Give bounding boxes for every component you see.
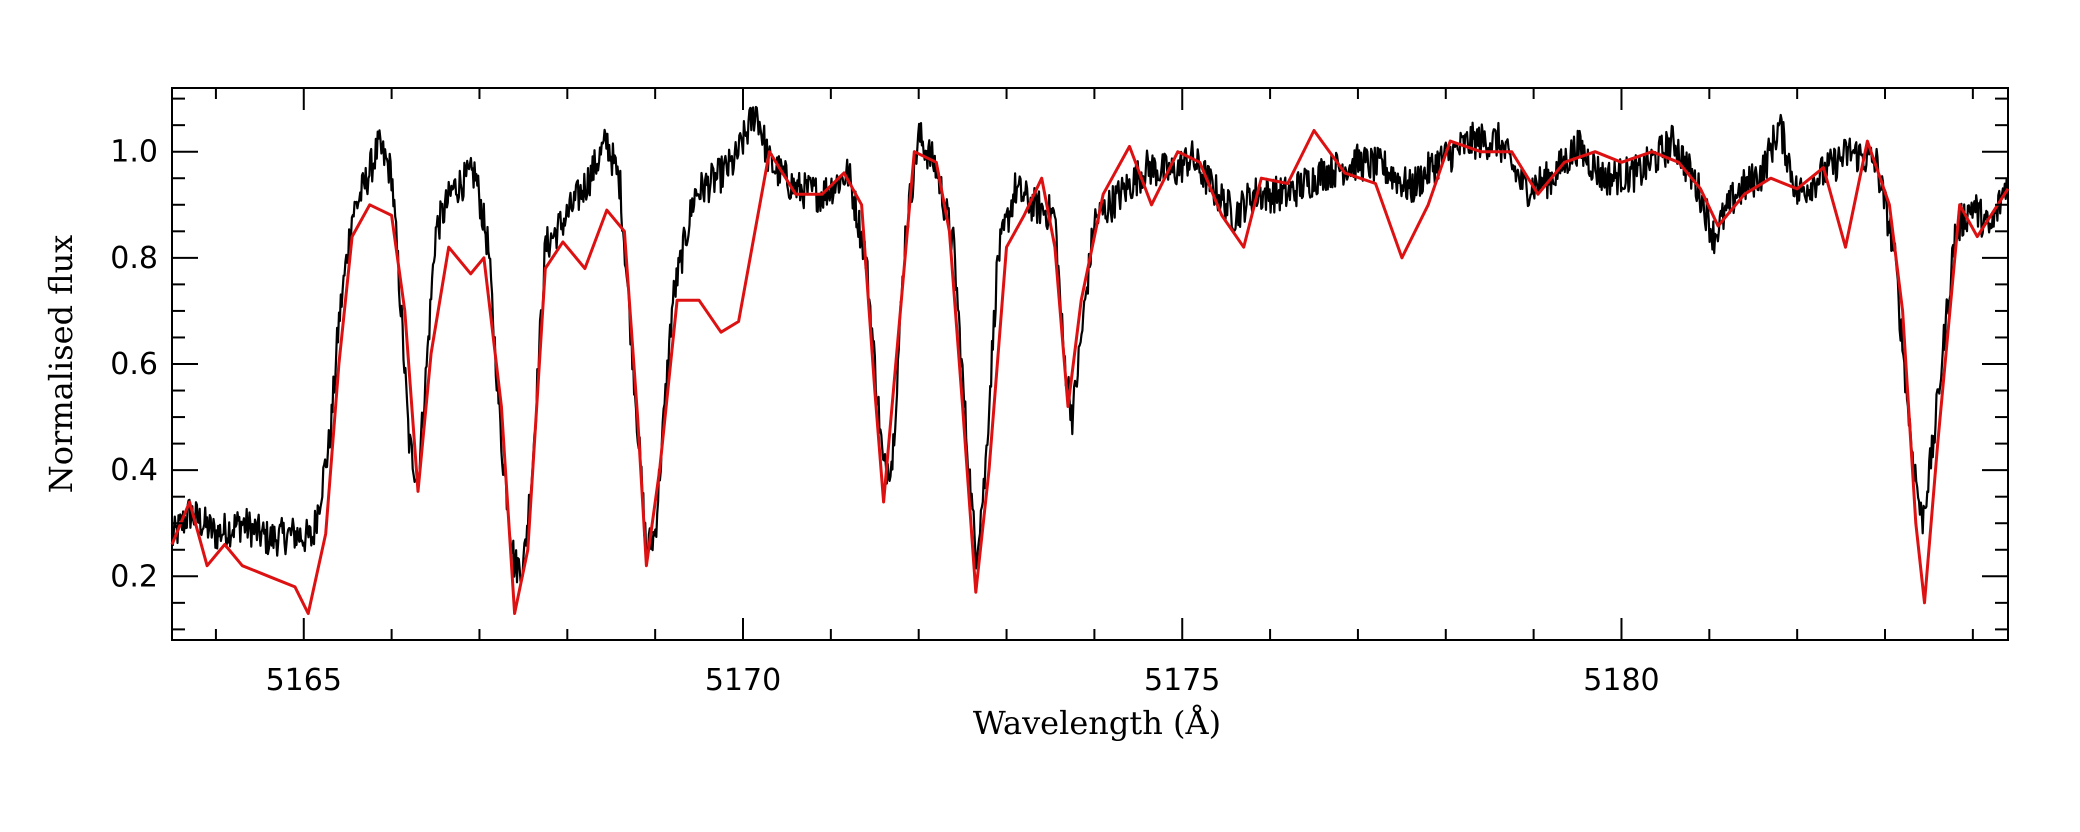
axes-layer: 5165 5170 5175 5180 0.2 0.4 0.6 0.8 1.0 <box>110 88 2008 698</box>
x-tick-label: 5175 <box>1144 663 1220 698</box>
x-tick-label: 5165 <box>266 663 342 698</box>
y-tick-label: 0.2 <box>110 559 158 594</box>
y-axis-label: Normalised flux <box>42 235 80 493</box>
series-layer <box>170 105 2010 615</box>
x-axis-label: Wavelength (Å) <box>973 704 1221 742</box>
plot-frame <box>171 87 2009 641</box>
series-line-2 <box>170 129 2010 615</box>
y-tick-label: 0.4 <box>110 453 158 488</box>
series-line-1 <box>170 105 2009 585</box>
y-tick-label: 0.6 <box>110 347 158 382</box>
y-tick-label: 1.0 <box>110 135 158 170</box>
x-tick-label: 5170 <box>705 663 781 698</box>
x-tick-label: 5180 <box>1583 663 1659 698</box>
plot-border <box>171 87 2009 641</box>
y-tick-label: 0.8 <box>110 241 158 276</box>
